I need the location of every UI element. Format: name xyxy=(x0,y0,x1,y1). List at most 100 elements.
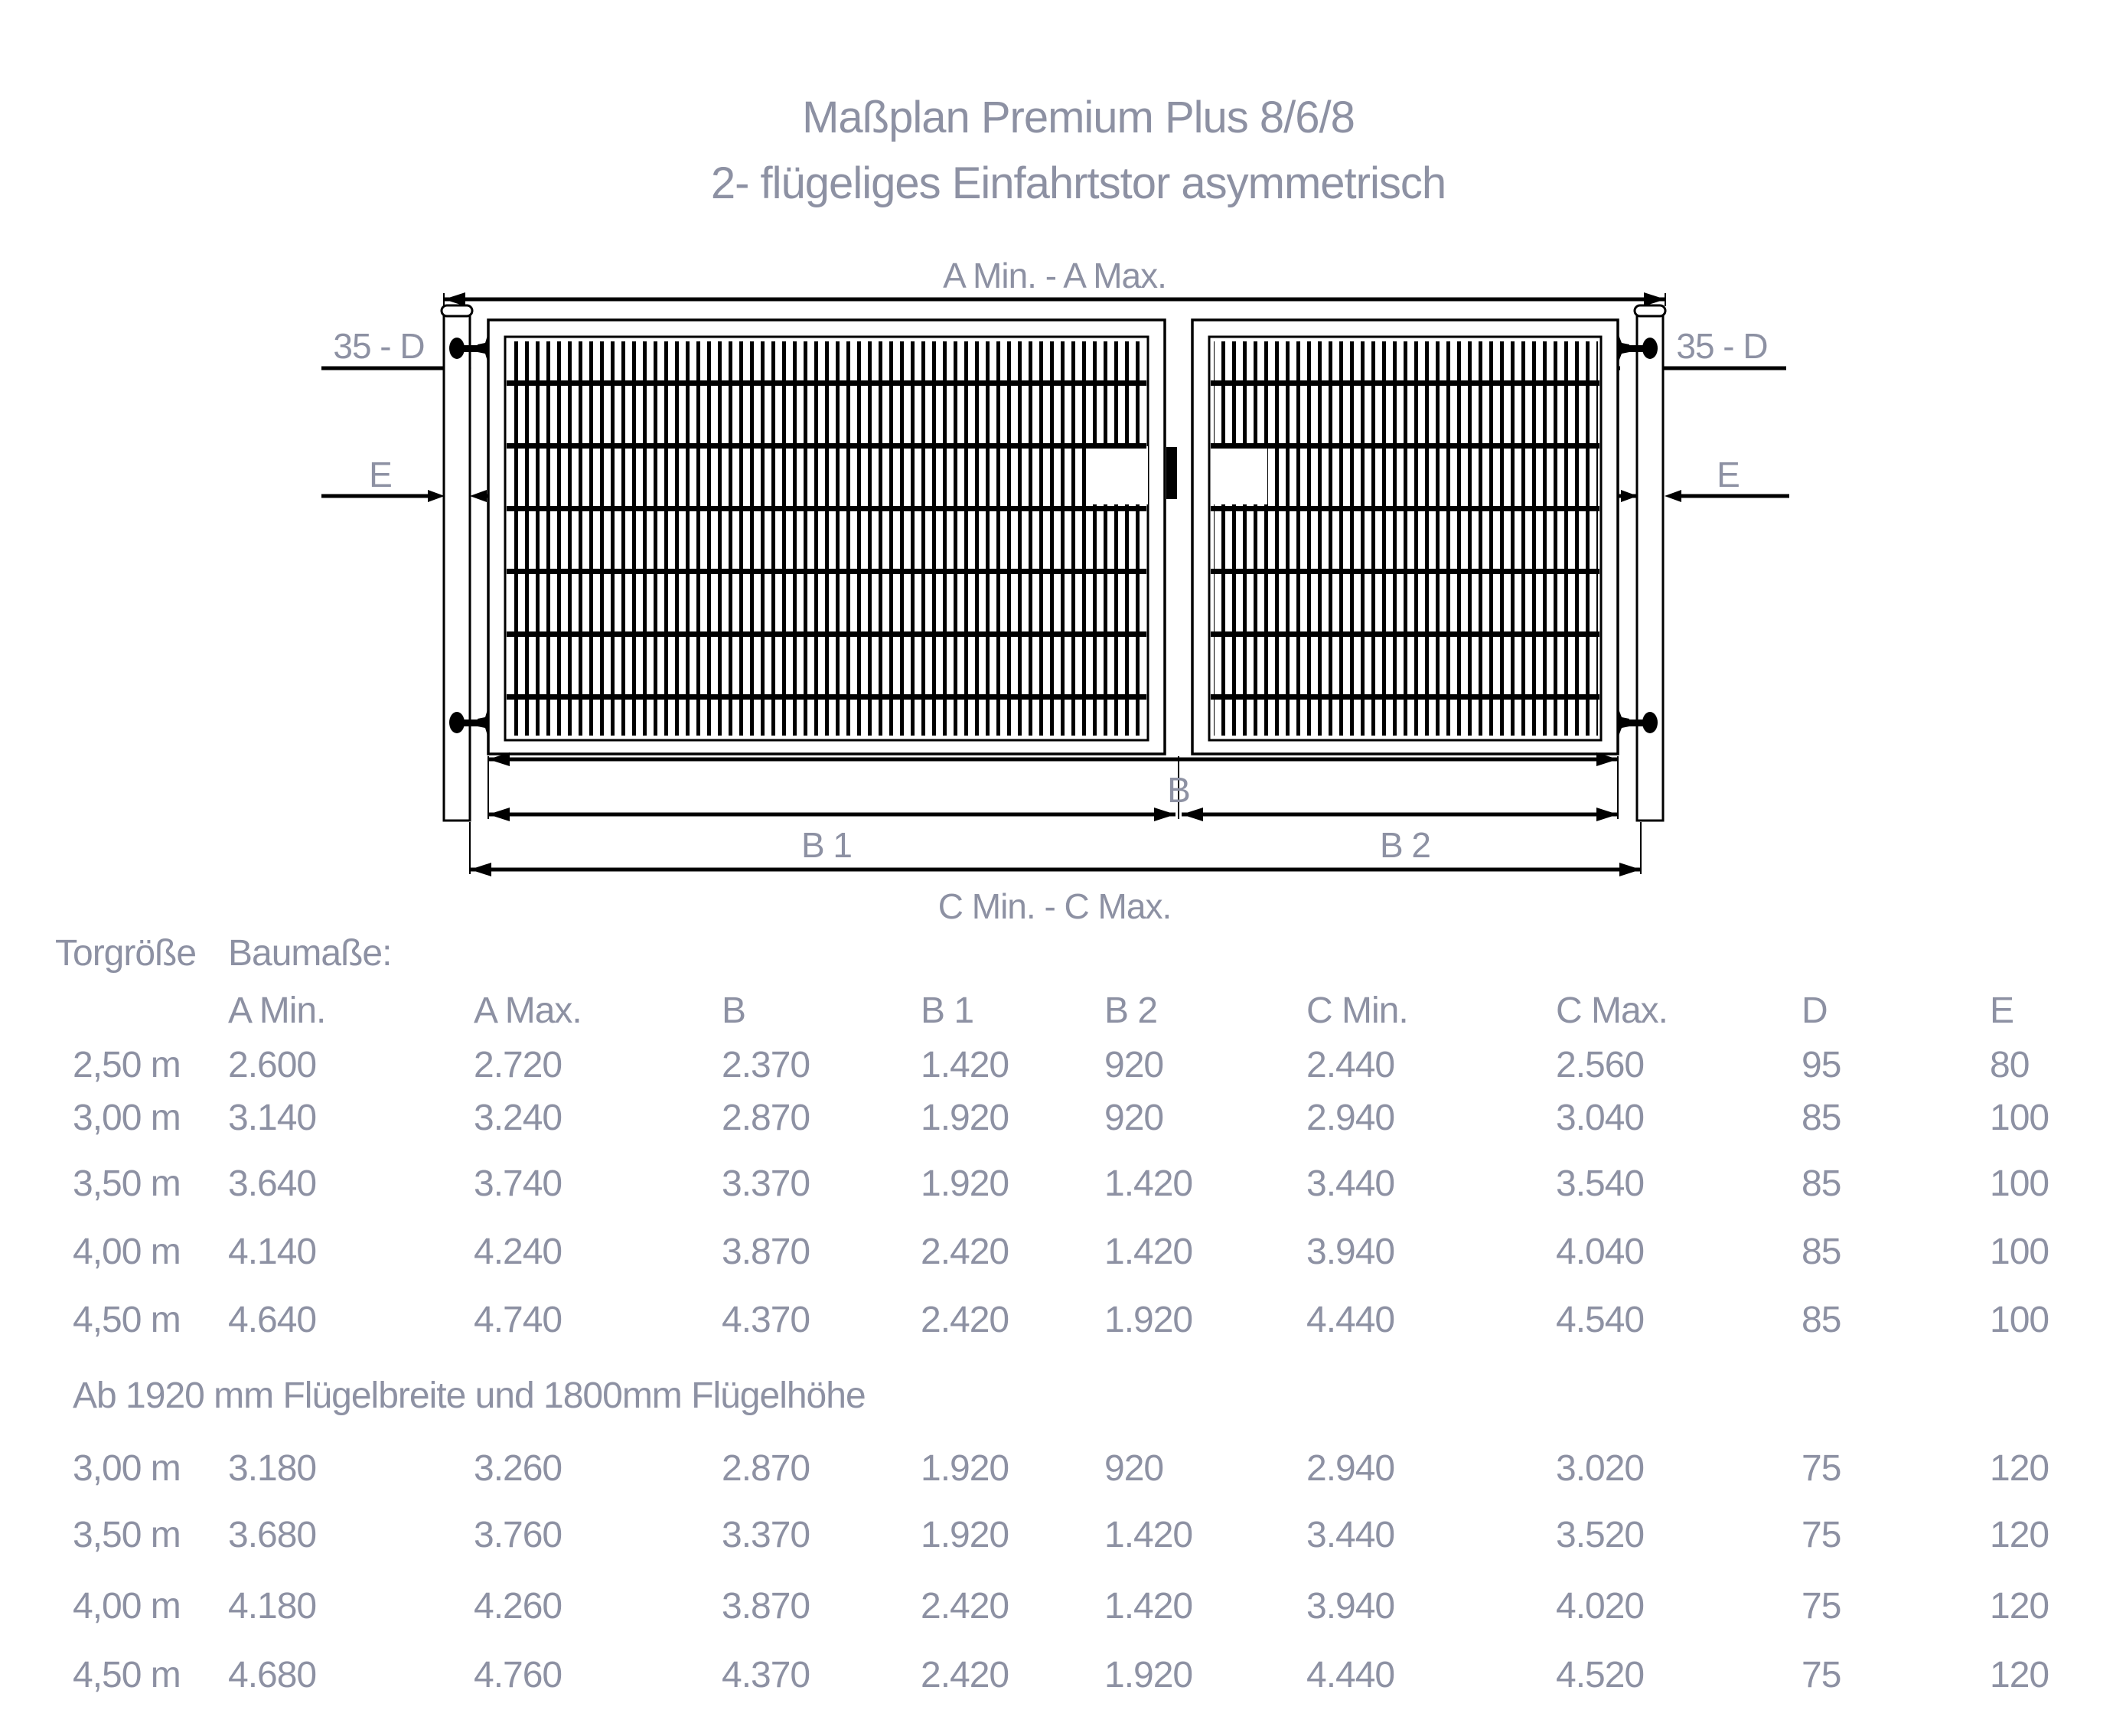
row-value: 3.740 xyxy=(474,1163,562,1204)
row-value: 3.370 xyxy=(722,1163,810,1204)
row-value: 100 xyxy=(1990,1163,2049,1204)
row-value: 2.420 xyxy=(921,1586,1009,1627)
wing-right-lock-plate xyxy=(1211,446,1267,504)
row-value: 3.540 xyxy=(1556,1163,1645,1204)
row-value: 85 xyxy=(1802,1300,1841,1340)
row-gate-size: 4,50 m xyxy=(73,1655,181,1695)
row-value: 3.640 xyxy=(228,1163,317,1204)
row-value: 120 xyxy=(1990,1448,2049,1489)
column-header: B 2 xyxy=(1104,990,1158,1031)
row-value: 3.680 xyxy=(228,1515,317,1555)
row-value: 3.180 xyxy=(228,1448,317,1489)
row-value: 4.040 xyxy=(1556,1232,1645,1272)
row-value: 1.920 xyxy=(921,1448,1009,1489)
gate-posts xyxy=(440,304,1667,822)
row-value: 2.560 xyxy=(1556,1045,1645,1085)
row-gate-size: 4,00 m xyxy=(73,1586,181,1627)
row-value: 3.520 xyxy=(1556,1515,1645,1555)
row-value: 3.440 xyxy=(1306,1515,1395,1555)
table-row: 4,50 m 4.640 4.740 4.370 2.420 1.920 4.440 4.54… xyxy=(0,1299,2126,1346)
row-value: 4.740 xyxy=(474,1300,562,1340)
table-row: 3,50 m 3.640 3.740 3.370 1.920 1.420 3.440 3.54… xyxy=(0,1163,2126,1210)
row-value: 4.260 xyxy=(474,1586,562,1627)
label-e-right: E xyxy=(1717,455,1740,494)
column-header: A Min. xyxy=(228,990,326,1031)
row-value: 2.440 xyxy=(1306,1045,1395,1085)
row-value: 75 xyxy=(1802,1448,1841,1489)
row-value: 3.940 xyxy=(1306,1232,1395,1272)
column-header: C Max. xyxy=(1556,990,1668,1031)
gate-wing-left xyxy=(487,318,1166,755)
table-group-header-row: Torgröße Baumaße: xyxy=(0,932,2126,980)
wing-left-rails xyxy=(507,380,1146,700)
label-b2: B 2 xyxy=(1380,825,1430,865)
table-row: 3,50 m 3.680 3.760 3.370 1.920 1.420 3.440 3.52… xyxy=(0,1514,2126,1561)
row-value: 1.420 xyxy=(1104,1586,1193,1627)
wing-right-bars xyxy=(1214,341,1598,736)
row-value: 1.920 xyxy=(1104,1655,1193,1695)
dimension-b2 xyxy=(1182,808,1618,821)
column-header: D xyxy=(1802,990,1828,1031)
row-value: 4.520 xyxy=(1556,1655,1645,1695)
table-row: 4,00 m 4.180 4.260 3.870 2.420 1.420 3.940 4.02… xyxy=(0,1585,2126,1633)
hinge-top-left xyxy=(449,333,488,364)
hinge-bottom-right xyxy=(1618,707,1658,738)
table-row: 4,50 m 4.680 4.760 4.370 2.420 1.920 4.440 4.52… xyxy=(0,1654,2126,1702)
label-b1: B 1 xyxy=(801,825,852,865)
label-d-right: 35 - D xyxy=(1676,326,1767,366)
table-row: 4,00 m 4.140 4.240 3.870 2.420 1.420 3.940 4.04… xyxy=(0,1231,2126,1278)
row-value: 4.440 xyxy=(1306,1300,1395,1340)
row-value: 2.420 xyxy=(921,1232,1009,1272)
dimension-b xyxy=(488,752,1618,766)
row-value: 4.240 xyxy=(474,1232,562,1272)
row-value: 3.240 xyxy=(474,1098,562,1138)
row-value: 3.760 xyxy=(474,1515,562,1555)
row-value: 85 xyxy=(1802,1232,1841,1272)
latch-bar xyxy=(1166,447,1177,499)
row-value: 920 xyxy=(1104,1098,1164,1138)
row-gate-size: 3,00 m xyxy=(73,1448,181,1489)
row-value: 1.920 xyxy=(921,1098,1009,1138)
row-gate-size: 3,50 m xyxy=(73,1163,181,1204)
wing-left-lock-plate xyxy=(1090,446,1148,504)
row-value: 1.420 xyxy=(1104,1515,1193,1555)
row-value: 3.440 xyxy=(1306,1163,1395,1204)
dimension-c xyxy=(470,863,1641,876)
table-note: Ab 1920 mm Flügelbreite und 1800mm Flüge… xyxy=(73,1375,866,1416)
column-header-torgroesse: Torgröße xyxy=(55,933,197,974)
row-value: 3.020 xyxy=(1556,1448,1645,1489)
row-value: 2.870 xyxy=(722,1098,810,1138)
row-value: 85 xyxy=(1802,1163,1841,1204)
row-value: 80 xyxy=(1990,1045,2030,1085)
row-value: 75 xyxy=(1802,1515,1841,1555)
row-value: 75 xyxy=(1802,1586,1841,1627)
page-title: Maßplan Premium Plus 8/6/8 xyxy=(802,93,1355,142)
row-value: 1.920 xyxy=(1104,1300,1193,1340)
row-gate-size: 3,00 m xyxy=(73,1098,181,1138)
extension-lines xyxy=(443,293,1666,874)
row-value: 1.420 xyxy=(1104,1232,1193,1272)
label-e-left: E xyxy=(369,455,392,494)
row-value: 2.370 xyxy=(722,1045,810,1085)
row-value: 3.370 xyxy=(722,1515,810,1555)
row-value: 2.420 xyxy=(921,1300,1009,1340)
row-value: 1.420 xyxy=(921,1045,1009,1085)
row-value: 100 xyxy=(1990,1098,2049,1138)
row-value: 3.870 xyxy=(722,1586,810,1627)
row-value: 120 xyxy=(1990,1586,2049,1627)
row-value: 120 xyxy=(1990,1515,2049,1555)
row-value: 3.260 xyxy=(474,1448,562,1489)
row-value: 4.680 xyxy=(228,1655,317,1695)
row-value: 2.870 xyxy=(722,1448,810,1489)
wing-left-bars xyxy=(511,341,1143,736)
row-value: 3.140 xyxy=(228,1098,317,1138)
row-value: 2.940 xyxy=(1306,1098,1395,1138)
column-header: B xyxy=(722,990,746,1031)
table-row: 3,00 m 3.180 3.260 2.870 1.920 920 2.940 3.020 7… xyxy=(0,1447,2126,1495)
row-value: 4.640 xyxy=(228,1300,317,1340)
row-value: 100 xyxy=(1990,1232,2049,1272)
row-value: 2.940 xyxy=(1306,1448,1395,1489)
label-c-span: C Min. - C Max. xyxy=(938,886,1171,926)
row-gate-size: 3,50 m xyxy=(73,1515,181,1555)
